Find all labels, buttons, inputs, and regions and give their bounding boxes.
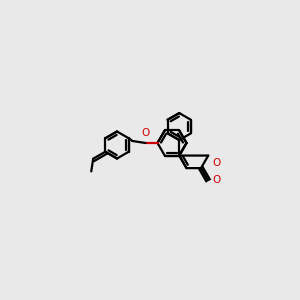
Text: O: O [141,128,150,138]
Text: O: O [212,158,220,168]
Text: O: O [212,175,220,185]
